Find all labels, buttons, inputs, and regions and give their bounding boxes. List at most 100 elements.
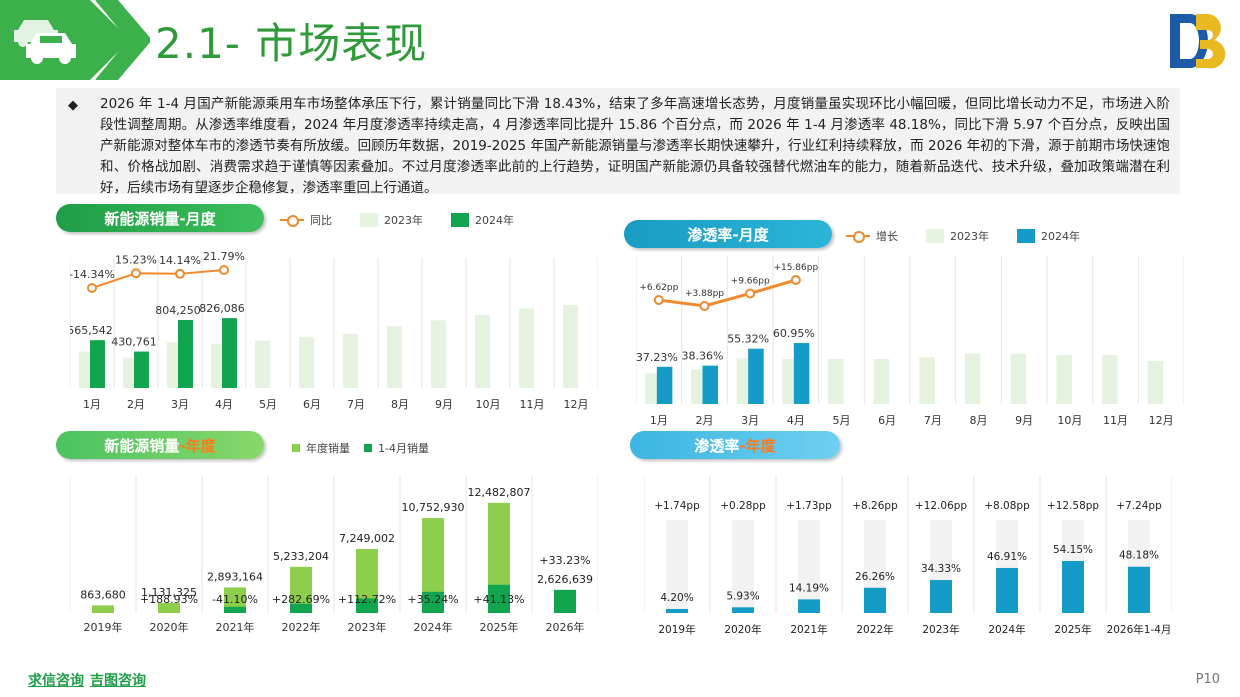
monthly-penetration-title: 渗透率-月度 xyxy=(624,220,832,248)
growth-label: +7.24pp xyxy=(1116,500,1162,512)
bar-annual-sales xyxy=(224,587,246,613)
bar-penetration xyxy=(1062,561,1084,613)
bar-value-label: 38.36% xyxy=(682,350,724,363)
bar-penetration xyxy=(732,607,754,613)
bar-annual-sales xyxy=(422,518,444,613)
bar-jan-apr-sales xyxy=(422,591,444,613)
trend-point xyxy=(219,265,229,275)
bar-2023 xyxy=(475,315,490,388)
bar-2023 xyxy=(387,326,402,388)
bar-annual-sales xyxy=(356,549,378,613)
growth-label: +8.26pp xyxy=(852,500,898,512)
bar-2023 xyxy=(873,359,890,404)
bar-penetration xyxy=(996,567,1018,613)
trend-line xyxy=(658,278,797,308)
x-tick-label: 6月 xyxy=(878,414,896,427)
bar-value-label: 54.15% xyxy=(1053,544,1093,556)
growth-label: +35.24% xyxy=(407,593,458,606)
x-tick-label: 1月 xyxy=(650,414,668,427)
trend-point xyxy=(745,288,756,299)
trend-label: 14.14% xyxy=(159,254,201,267)
bar-penetration xyxy=(930,580,952,613)
x-tick-label: 12月 xyxy=(564,398,589,411)
x-tick-label: 11月 xyxy=(1103,414,1128,427)
trend-point xyxy=(699,301,710,311)
bar-value-label: 7,249,002 xyxy=(339,532,395,545)
trend-point xyxy=(87,283,97,293)
footer-brands: 求信咨询 吉图咨询 xyxy=(28,670,152,690)
x-tick-label: 2021年 xyxy=(790,623,827,636)
bar-2024 xyxy=(90,340,105,388)
bar-2023 xyxy=(1056,355,1072,404)
trend-point xyxy=(653,295,664,306)
x-tick-label: 2022年 xyxy=(282,620,321,634)
bar-2023 xyxy=(255,340,270,388)
summary-box: ◆ 2026 年 1-4 月国产新能源乘用车市场整体承压下行，累计销量同比下滑 … xyxy=(56,88,1180,196)
bar-value-label: 2,893,164 xyxy=(207,570,263,583)
x-tick-label: 2026年1-4月 xyxy=(1107,623,1172,636)
x-tick-label: 2026年 xyxy=(546,620,585,634)
brand-link-2[interactable]: 吉图咨询 xyxy=(90,673,146,689)
legend-swatch-2023 xyxy=(360,213,378,227)
bar-value-label: 12,482,807 xyxy=(468,486,531,499)
bar-2024 xyxy=(793,343,810,404)
trend-point xyxy=(131,268,141,279)
legend-line-icon xyxy=(846,231,870,243)
bar-value-label: 34.33% xyxy=(921,563,961,575)
bar-penetration xyxy=(798,599,820,613)
growth-label: +1.74pp xyxy=(654,500,700,512)
growth-label: +8.08pp xyxy=(984,500,1030,512)
bar-value-label: 5,233,204 xyxy=(273,550,329,563)
bar-value-label: 14.19% xyxy=(789,582,829,594)
monthly-penetration-legend: 增长 2023年 2024年 xyxy=(846,228,1080,244)
bar-jan-apr-sales xyxy=(356,598,378,613)
bar-2024 xyxy=(222,318,237,388)
growth-label: +1.73pp xyxy=(786,500,832,512)
car-icon xyxy=(14,20,76,64)
x-tick-label: 2023年 xyxy=(922,623,959,636)
x-tick-label: 2023年 xyxy=(348,620,387,634)
trend-label: 21.79% xyxy=(203,250,245,263)
annual-sales-title: 新能源销量 -年度 xyxy=(56,431,264,459)
x-tick-label: 8月 xyxy=(970,414,988,427)
trend-label: +15.86pp xyxy=(773,263,818,273)
bar-2023 xyxy=(964,353,981,404)
x-tick-label: 10月 xyxy=(476,398,501,411)
bar-jan-apr-sales xyxy=(224,606,246,613)
brand-link-1[interactable]: 求信咨询 xyxy=(28,673,84,689)
bar-value-label: 10,752,930 xyxy=(402,501,465,514)
x-tick-label: 12月 xyxy=(1149,414,1174,427)
bar-2023 xyxy=(299,337,314,388)
bar-value-label: 46.91% xyxy=(987,551,1027,563)
x-tick-label: 2019年 xyxy=(84,620,123,634)
monthly-penetration-chart: 37.23% 1月 38.36% 2月 55.32% 3月 60.95% 4月 5月 6月 7月 8月… xyxy=(636,256,1184,427)
bar-value-label: 4.20% xyxy=(660,592,693,604)
growth-label: +188.93% xyxy=(140,593,198,606)
x-tick-label: 2月 xyxy=(696,414,714,427)
bar-penetration xyxy=(666,608,688,613)
x-tick-label: 5月 xyxy=(259,398,277,411)
bar-annual-sales xyxy=(158,603,180,613)
bar-value-label: 5.93% xyxy=(726,590,759,602)
bar-value-label: 1,131,325 xyxy=(141,586,197,599)
x-tick-label: 4月 xyxy=(215,398,233,411)
legend-swatch-2024 xyxy=(1017,229,1035,243)
growth-label: +12.58pp xyxy=(1047,500,1100,512)
bar-value-label: 565,542 xyxy=(70,324,113,337)
trend-label: +3.88pp xyxy=(685,289,724,299)
trend-point xyxy=(790,275,801,285)
x-tick-label: 2021年 xyxy=(216,620,255,634)
x-tick-label: 1月 xyxy=(83,398,101,411)
legend-line-icon xyxy=(280,215,304,227)
bar-penetration xyxy=(1128,566,1150,613)
bar-2023 xyxy=(827,359,844,404)
bar-value-label: 826,086 xyxy=(199,302,245,315)
growth-label: -41.10% xyxy=(212,593,258,606)
bar-2024 xyxy=(702,365,719,404)
page-title: 2.1- 市场表现 xyxy=(155,19,428,68)
x-tick-label: 9月 xyxy=(435,398,453,411)
annual-sales-legend: 年度销量 1-4月销量 xyxy=(292,440,429,456)
bar-track xyxy=(798,520,820,613)
x-tick-label: 2024年 xyxy=(414,620,453,634)
x-tick-label: 11月 xyxy=(520,398,545,411)
